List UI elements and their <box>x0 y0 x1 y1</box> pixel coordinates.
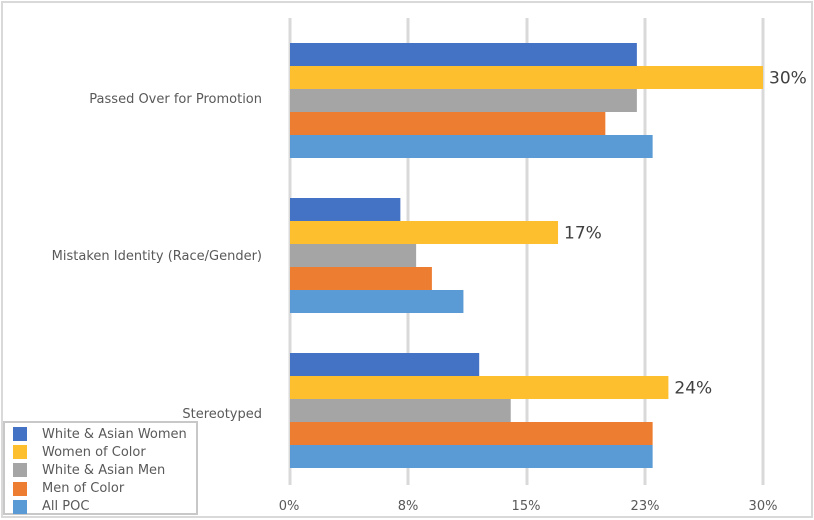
legend-swatch <box>13 427 27 442</box>
x-tick-label: 15% <box>512 499 541 514</box>
bar <box>290 267 432 290</box>
legend-swatch <box>13 499 27 514</box>
data-labels: 30% 17% 24% <box>564 69 807 399</box>
x-tick-label: 23% <box>631 499 660 514</box>
category-label: Mistaken Identity (Race/Gender) <box>52 249 262 264</box>
bar <box>290 89 637 112</box>
data-label: 30% <box>769 69 807 89</box>
legend-item[interactable]: Men of Color <box>13 480 196 498</box>
bar <box>290 135 653 158</box>
legend-label: All POC <box>42 499 90 515</box>
gridline <box>761 18 765 485</box>
bar <box>290 399 511 422</box>
legend-swatch <box>13 463 27 478</box>
data-label: 24% <box>674 379 712 399</box>
gridline <box>643 18 647 485</box>
x-tick-label: 8% <box>398 499 419 514</box>
legend-swatch <box>13 481 27 496</box>
x-axis-ticks: 0% 8% 15% 23% 30% <box>279 499 778 514</box>
bar <box>290 221 559 244</box>
bar <box>290 66 763 89</box>
category-label: Stereotyped <box>182 407 262 422</box>
category-label: Passed Over for Promotion <box>89 92 262 107</box>
x-tick-label: 0% <box>279 499 300 514</box>
bar <box>290 422 653 445</box>
bars <box>290 43 763 468</box>
bar <box>290 290 464 313</box>
bar <box>290 244 417 267</box>
gridline <box>525 18 529 485</box>
data-label: 17% <box>564 224 602 244</box>
legend-label: Women of Color <box>42 444 146 460</box>
bar <box>290 43 637 66</box>
bar <box>290 112 606 135</box>
bar <box>290 376 669 399</box>
bar <box>290 353 480 376</box>
x-tick-label: 30% <box>749 499 778 514</box>
legend-swatch <box>13 445 27 460</box>
legend-label: White & Asian Women <box>42 426 187 442</box>
bar <box>290 445 653 468</box>
category-labels: Passed Over for Promotion Mistaken Ident… <box>52 92 262 422</box>
legend-label: White & Asian Men <box>42 462 166 478</box>
bar <box>290 198 401 221</box>
legend-item[interactable]: White & Asian Women <box>13 425 196 443</box>
legend-item[interactable]: All POC <box>13 498 196 516</box>
legend-item[interactable]: White & Asian Men <box>13 461 196 479</box>
legend-label: Men of Color <box>42 481 125 497</box>
legend-item[interactable]: Women of Color <box>13 443 196 461</box>
legend: White & Asian Women Women of Color White… <box>3 421 198 515</box>
